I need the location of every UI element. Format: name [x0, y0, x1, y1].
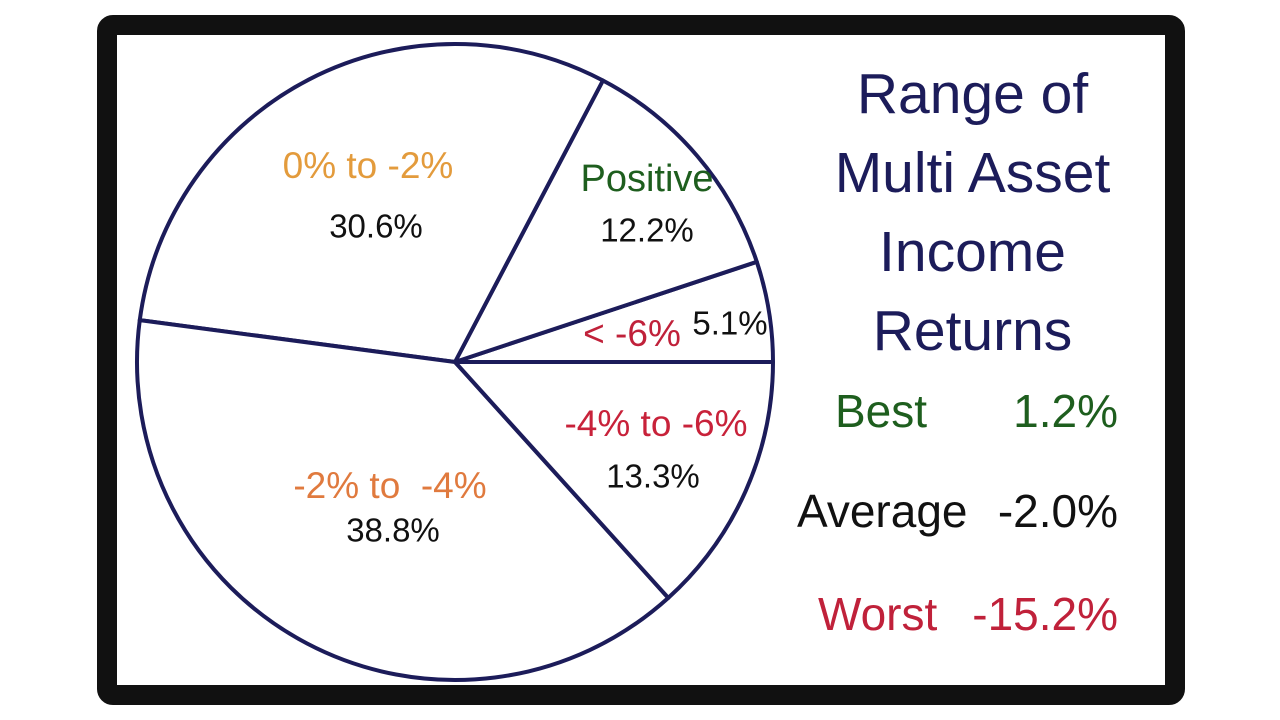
pie-slice — [453, 78, 759, 364]
slice-label: -4% to -6% — [564, 403, 747, 444]
slice-label: 0% to -2% — [283, 145, 454, 186]
summary-label: Best — [835, 385, 927, 437]
pie-slice — [137, 42, 605, 364]
slice-value-label: 13.3% — [606, 458, 700, 495]
summary-value: -2.0% — [998, 485, 1118, 537]
slice-value-label: 12.2% — [600, 212, 694, 249]
summary-value: 1.2% — [1013, 385, 1118, 437]
slice-value-label: 30.6% — [329, 208, 423, 245]
slice-label: -2% to -4% — [293, 465, 486, 506]
summary-value: -15.2% — [972, 588, 1118, 640]
pie-slice — [453, 360, 775, 600]
summary-label: Worst — [818, 588, 937, 640]
slice-label: Positive — [580, 158, 713, 200]
chart-title: Range of Multi Asset Income Returns — [834, 62, 1111, 363]
summary-label: Average — [797, 485, 968, 537]
pie-slice — [135, 318, 671, 682]
slice-value-label: 5.1% — [692, 305, 767, 342]
slice-value-label: 38.8% — [346, 512, 440, 549]
slice-label: < -6% — [583, 313, 681, 354]
